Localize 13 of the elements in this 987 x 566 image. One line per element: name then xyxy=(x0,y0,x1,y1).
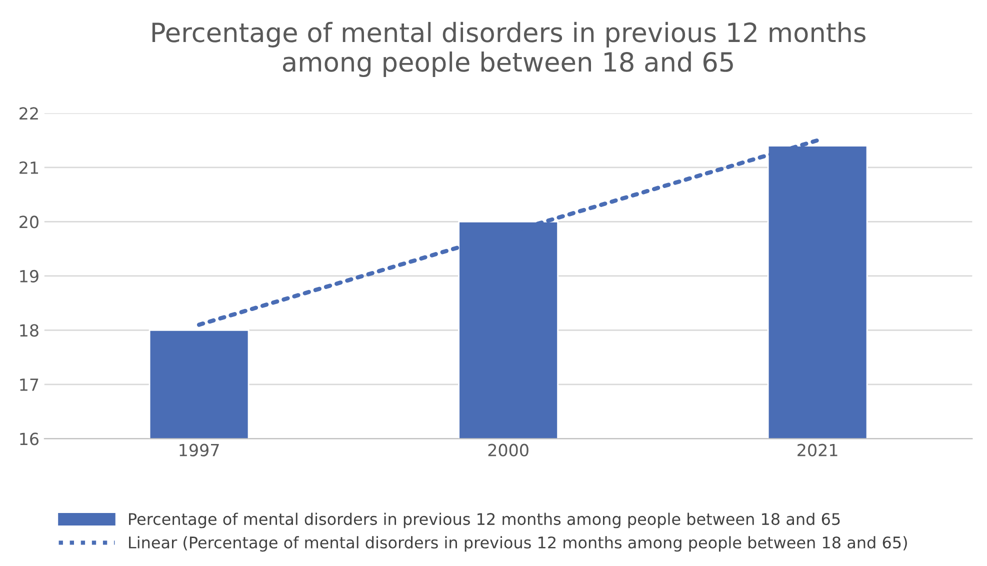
x-tick-label: 2000 xyxy=(488,444,528,456)
x-tick-label: 2021 xyxy=(798,444,838,456)
legend-label: Percentage of mental disorders in previous 12 months among people between 18 and 65 xyxy=(129,512,840,528)
x-tick-label: 1997 xyxy=(180,444,219,456)
y-tick-label: 22 xyxy=(20,107,38,120)
y-tick-label: 20 xyxy=(20,216,38,228)
y-tick-label: 21 xyxy=(20,161,38,174)
y-tick-label: 19 xyxy=(20,270,38,282)
legend-label: Linear (Percentage of mental disorders in previous 12 months among people between 18 and 65) xyxy=(129,536,907,552)
chart-title: Percentage of mental disorders in previous 12 months among people between 18 and 65 xyxy=(152,22,866,78)
y-tick-label: 18 xyxy=(20,324,38,337)
y-tick-label: 17 xyxy=(20,378,38,391)
y-tick-label: 16 xyxy=(20,432,39,446)
